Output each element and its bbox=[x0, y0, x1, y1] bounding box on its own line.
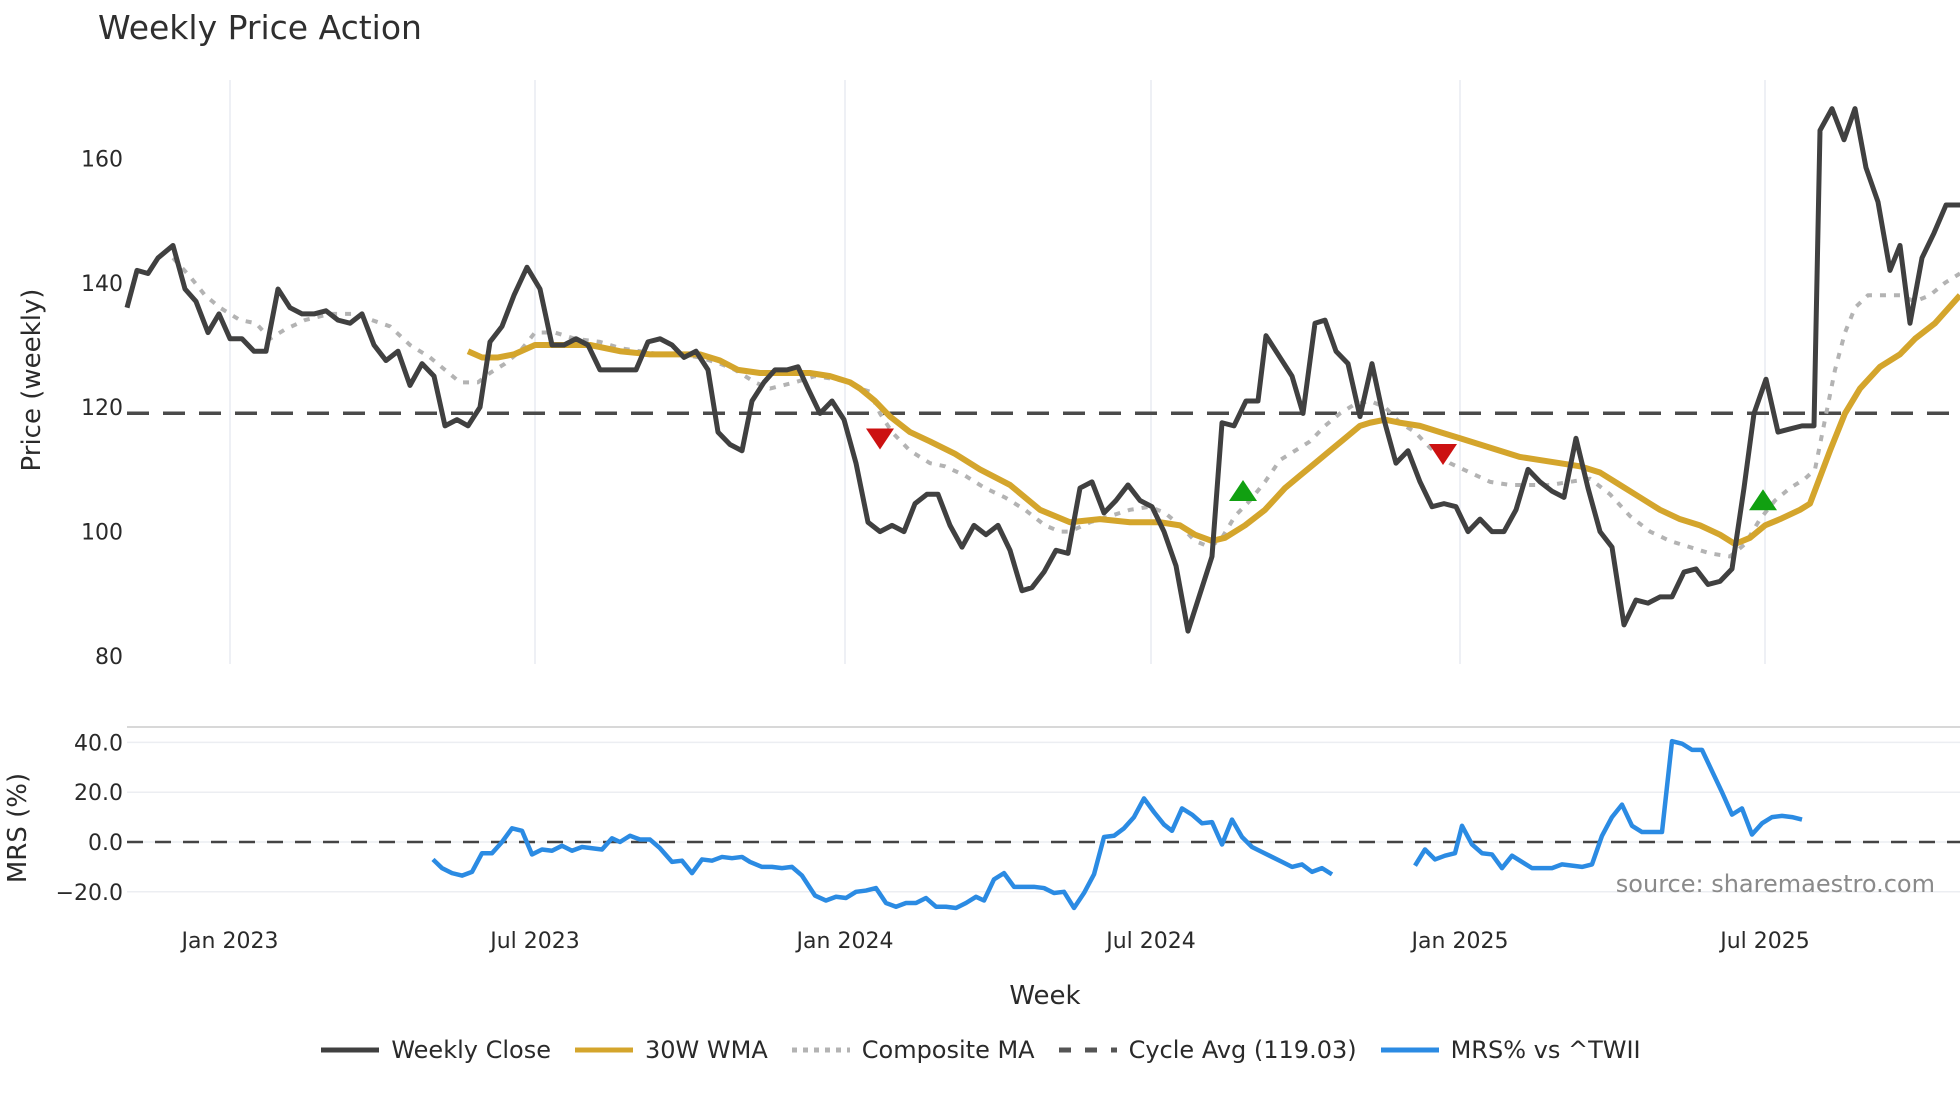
mrs-y-tick-label: 20.0 bbox=[74, 781, 123, 806]
source-watermark: source: sharemaestro.com bbox=[1616, 870, 1935, 898]
x-axis-ticks: Jan 2023 Jul 2023 Jan 2024 Jul 2024 Jan 2025… bbox=[180, 929, 1810, 954]
price-vertical-gridlines bbox=[229, 80, 1766, 664]
mrs-series-group bbox=[431, 738, 1803, 911]
legend-item[interactable]: Cycle Avg (119.03) bbox=[1057, 1036, 1357, 1064]
chart-title: Weekly Price Action bbox=[98, 8, 422, 47]
legend-label: Composite MA bbox=[861, 1036, 1035, 1064]
price-y-tick-label: 140 bbox=[81, 272, 123, 297]
composite-ma-line bbox=[171, 256, 1960, 559]
mrs-line bbox=[1413, 738, 1803, 871]
mrs-y-axis-title: MRS (%) bbox=[3, 773, 33, 883]
legend-label: MRS% vs ^TWII bbox=[1450, 1036, 1641, 1064]
sell-signal-icon bbox=[866, 428, 894, 450]
legend-item[interactable]: MRS% vs ^TWII bbox=[1379, 1036, 1641, 1064]
mrs-y-tick-label: 0.0 bbox=[88, 831, 123, 856]
legend-item[interactable]: Weekly Close bbox=[319, 1036, 551, 1064]
mrs-line bbox=[431, 796, 1334, 911]
legend-swatch-icon bbox=[321, 1047, 380, 1053]
price-y-axis-title: Price (weekly) bbox=[17, 289, 47, 472]
buy-signal-icon bbox=[1229, 479, 1257, 501]
30w-wma-line bbox=[466, 293, 1960, 548]
legend-swatch-icon bbox=[1058, 1047, 1117, 1053]
legend-label: Cycle Avg (119.03) bbox=[1128, 1036, 1357, 1064]
legend-label: 30W WMA bbox=[644, 1036, 768, 1064]
x-tick-label: Jan 2023 bbox=[180, 929, 279, 954]
mrs-y-tick-label: −20.0 bbox=[56, 881, 123, 906]
mrs-y-axis-ticks: −20.0 0.0 20.0 40.0 bbox=[56, 731, 123, 905]
legend: Weekly Close 30W WMA Composite MA Cycle Avg… bbox=[0, 1036, 1960, 1064]
legend-item[interactable]: Composite MA bbox=[790, 1036, 1035, 1064]
price-y-tick-label: 100 bbox=[81, 521, 123, 546]
x-tick-label: Jul 2024 bbox=[1104, 929, 1196, 954]
x-tick-label: Jan 2024 bbox=[795, 929, 894, 954]
legend-swatch-icon bbox=[791, 1047, 850, 1053]
legend-swatch-icon bbox=[574, 1047, 633, 1053]
x-tick-label: Jan 2025 bbox=[1410, 929, 1509, 954]
price-y-tick-label: 80 bbox=[95, 645, 123, 670]
weekly-close-line bbox=[124, 106, 1960, 634]
mrs-y-tick-label: 40.0 bbox=[74, 731, 123, 756]
signal-markers bbox=[866, 428, 1777, 511]
legend-item[interactable]: 30W WMA bbox=[573, 1036, 768, 1064]
x-axis-title: Week bbox=[1009, 981, 1080, 1011]
price-y-axis-ticks: 80 100 120 140 160 bbox=[81, 147, 123, 670]
buy-signal-icon bbox=[1749, 489, 1777, 511]
legend-label: Weekly Close bbox=[391, 1036, 551, 1064]
x-tick-label: Jul 2023 bbox=[488, 929, 580, 954]
price-series-group bbox=[124, 106, 1960, 634]
price-y-tick-label: 120 bbox=[81, 396, 123, 421]
price-y-tick-label: 160 bbox=[81, 147, 123, 172]
sell-signal-icon bbox=[1429, 444, 1457, 466]
legend-swatch-icon bbox=[1380, 1047, 1439, 1053]
x-tick-label: Jul 2025 bbox=[1718, 929, 1810, 954]
